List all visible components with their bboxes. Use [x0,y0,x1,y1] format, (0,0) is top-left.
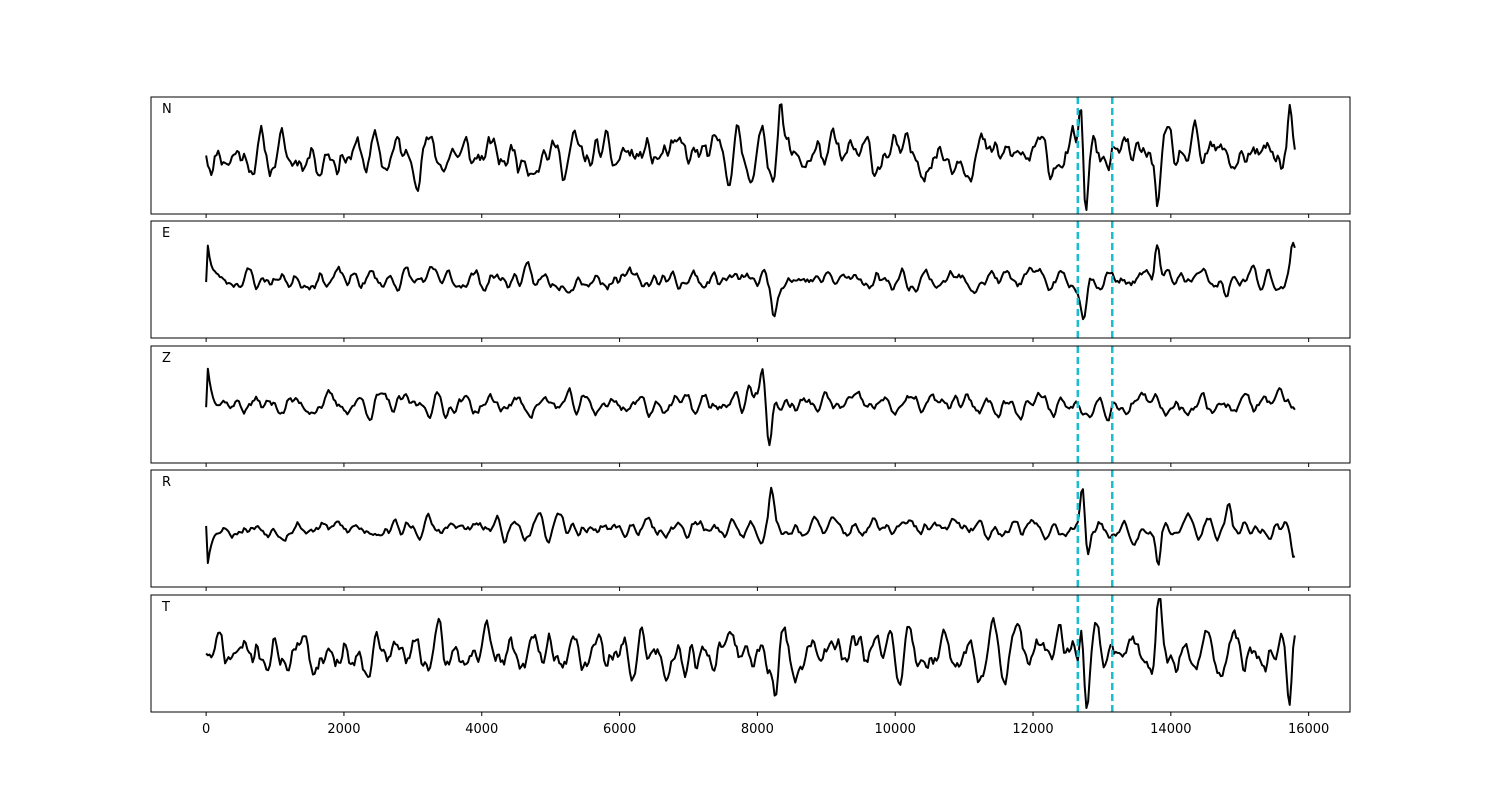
x-tick-label: 6000 [603,722,636,737]
x-tick-label: 16000 [1288,722,1329,737]
x-tick-label: 0 [202,722,210,737]
panel-t: T [150,594,1351,716]
trace-t [205,598,1296,709]
x-tick-label: 2000 [327,722,360,737]
panel-label: E [162,226,170,241]
trace-z [205,367,1296,447]
trace-e [205,241,1296,321]
trace-r [205,486,1296,566]
x-tick-label: 14000 [1150,722,1191,737]
x-tick-label: 10000 [875,722,916,737]
trace-n [205,103,1296,211]
panel-n: N [150,96,1351,218]
panel-frame [150,345,1351,464]
panel-label: N [162,102,172,117]
panel-frame [150,594,1351,713]
panel-label: T [161,600,170,615]
panel-frame [150,96,1351,215]
panel-frame [150,220,1351,339]
x-axis: 0 2000 4000 6000 8000 10000 12000 14000 16000 [202,722,1329,737]
panel-frame [150,469,1351,588]
x-tick-label: 8000 [741,722,774,737]
panel-label: Z [162,351,171,366]
panel-label: R [162,475,171,490]
panel-e: E [150,220,1351,342]
x-tick-label: 12000 [1012,722,1053,737]
panel-z: Z [150,345,1351,467]
x-tick-label: 4000 [465,722,498,737]
panels-layer: N E Z R T [150,96,1351,716]
panel-r: R [150,469,1351,591]
